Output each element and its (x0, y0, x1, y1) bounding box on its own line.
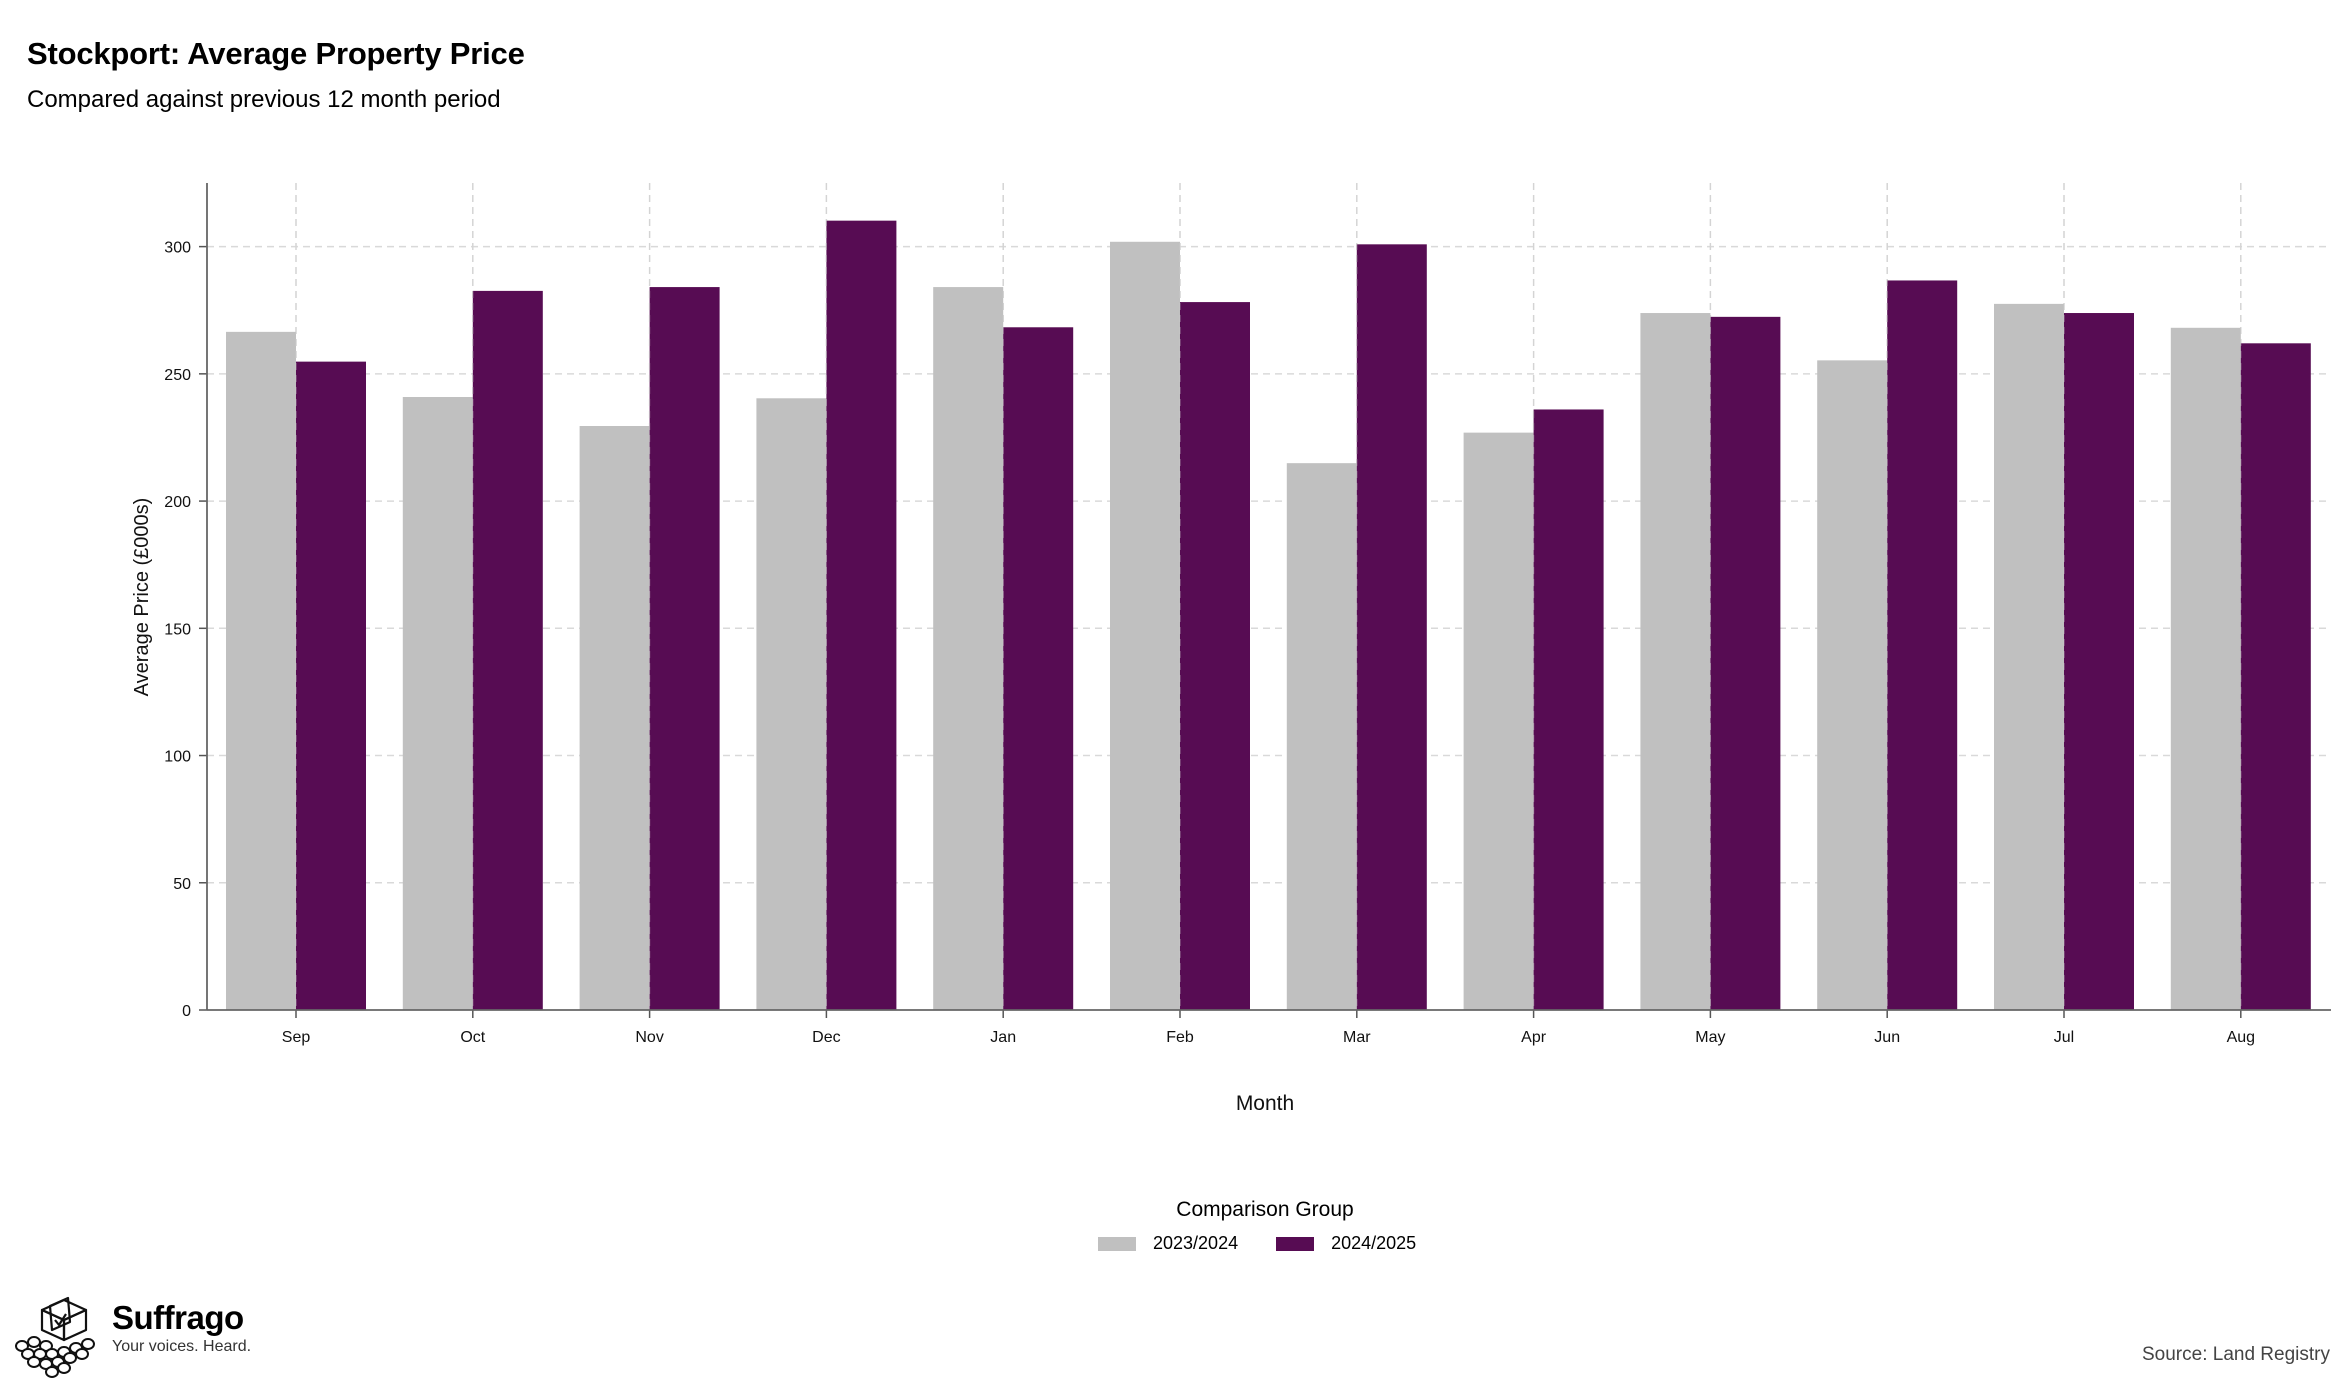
legend-title: Comparison Group (1176, 1198, 1354, 1221)
legend: 2023/2024 2024/2025 (1098, 1233, 1454, 1254)
bar-aug-2024-2025 (2240, 343, 2311, 1010)
bars (226, 183, 2311, 1011)
bar-jul-2023-2024 (1994, 303, 2064, 1010)
y-tick-label: 300 (164, 240, 191, 257)
x-tick-label: Jan (990, 1029, 1016, 1046)
x-tick-label: Mar (1343, 1029, 1371, 1046)
x-tick-label: May (1695, 1029, 1725, 1046)
x-tick-label: Dec (812, 1029, 840, 1046)
bar-may-2024-2025 (1710, 316, 1781, 1010)
bar-feb-2023-2024 (1110, 241, 1180, 1010)
bar-nov-2023-2024 (579, 426, 650, 1011)
brand-tagline: Your voices. Heard. (112, 1338, 252, 1355)
bar-jun-2023-2024 (1817, 360, 1888, 1010)
chart-subtitle: Compared against previous 12 month perio… (27, 86, 501, 113)
y-tick-label: 150 (164, 621, 191, 638)
bar-dec-2023-2024 (756, 398, 827, 1010)
x-tick-label: Feb (1166, 1029, 1194, 1046)
legend-swatch (1276, 1236, 1315, 1251)
legend-label: 2023/2024 (1153, 1233, 1239, 1253)
bar-sep-2024-2025 (296, 361, 366, 1011)
x-tick-label: Aug (2227, 1029, 2255, 1046)
bar-mar-2023-2024 (1286, 463, 1357, 1011)
y-tick-label: 250 (164, 367, 191, 384)
source-note: Source: Land Registry (2142, 1344, 2330, 1365)
ballot-box-icon (15, 1296, 95, 1378)
bar-dec-2024-2025 (826, 220, 897, 1011)
y-tick-label: 50 (173, 876, 191, 893)
bar-nov-2024-2025 (649, 287, 720, 1010)
x-tick-label: Oct (460, 1029, 485, 1046)
legend-label: 2024/2025 (1331, 1233, 1417, 1253)
axis-labels: 0 50 100 150 200 250 300 Sep Oct Nov Dec Jan Feb Mar A… (131, 240, 2255, 1115)
x-axis-title: Month (1236, 1092, 1294, 1115)
bar-jan-2023-2024 (933, 287, 1004, 1010)
legend-item-2023-2024: 2023/2024 (1098, 1233, 1238, 1254)
bar-aug-2023-2024 (2170, 327, 2241, 1011)
legend-item-2024-2025: 2024/2025 (1276, 1233, 1416, 1254)
bar-apr-2024-2025 (1533, 409, 1604, 1010)
x-tick-label: Apr (1521, 1029, 1547, 1046)
x-tick-label: Jun (1874, 1029, 1900, 1046)
x-tick-label: Jul (2054, 1029, 2074, 1046)
bar-oct-2024-2025 (472, 290, 543, 1010)
brand-logo: Suffrago Your voices. Heard. (14, 1296, 251, 1378)
bar-oct-2023-2024 (402, 397, 473, 1010)
y-tick-label: 0 (182, 1003, 191, 1020)
y-tick-label: 200 (164, 494, 191, 511)
bar-apr-2023-2024 (1463, 432, 1534, 1010)
axes (199, 183, 2331, 1018)
x-tick-label: Sep (282, 1029, 311, 1046)
bar-may-2023-2024 (1640, 313, 1711, 1010)
bar-sep-2023-2024 (226, 331, 296, 1010)
bar-mar-2024-2025 (1356, 244, 1427, 1011)
x-tick-label: Nov (635, 1029, 663, 1046)
bar-jul-2024-2025 (2064, 313, 2134, 1010)
chart-title: Stockport: Average Property Price (27, 36, 525, 71)
legend-swatch (1098, 1236, 1136, 1251)
bar-jan-2024-2025 (1003, 327, 1074, 1011)
bar-jun-2024-2025 (1887, 280, 1958, 1011)
bar-feb-2024-2025 (1180, 302, 1250, 1010)
brand-name: Suffrago (112, 1299, 244, 1336)
y-tick-label: 100 (164, 749, 191, 766)
y-axis-title: Average Price (£000s) (131, 498, 153, 697)
